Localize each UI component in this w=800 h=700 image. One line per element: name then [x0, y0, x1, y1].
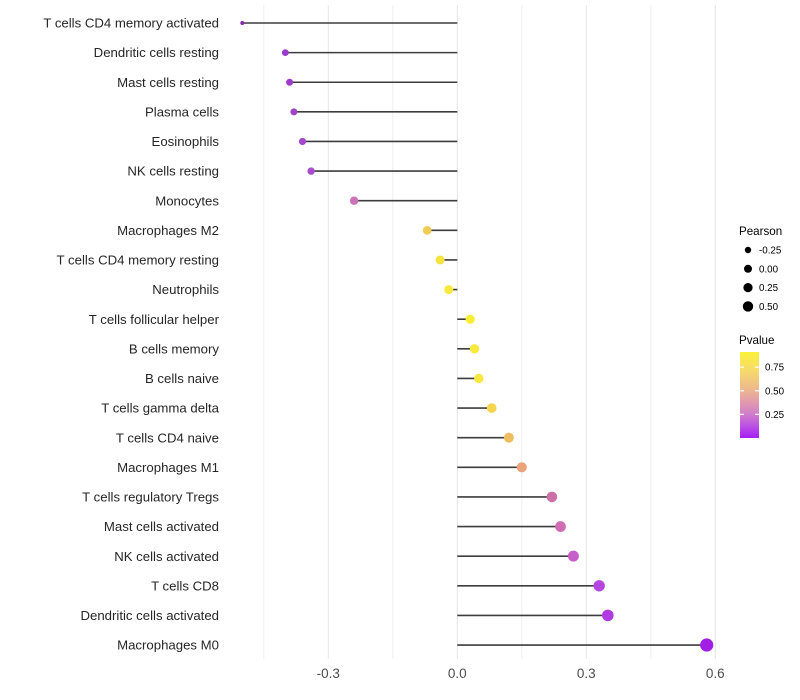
lollipop-row: Macrophages M1	[117, 460, 527, 475]
lollipop-row: Eosinophils	[152, 134, 458, 149]
data-point	[465, 314, 475, 324]
legend-size-label: 0.25	[759, 283, 779, 294]
legend-size-dot	[744, 264, 752, 273]
legend-pvalue-colorbar: Pvalue 0.75 0.50 0.25	[739, 334, 785, 438]
legend-size-dot	[744, 246, 752, 254]
lollipop-row: T cells regulatory Tregs	[82, 490, 558, 505]
lollipop-row: Mast cells resting	[117, 75, 458, 90]
data-point	[546, 491, 558, 503]
pvalue-colorbar	[740, 352, 759, 438]
y-axis-category-label: T cells CD8	[151, 578, 219, 593]
data-point	[555, 521, 566, 532]
data-point	[349, 196, 359, 205]
y-axis-category-label: Monocytes	[155, 193, 219, 208]
lollipop-row: Mast cells activated	[104, 519, 566, 534]
legend-colorbar-tick-label: 0.50	[765, 386, 785, 397]
y-axis-category-label: T cells regulatory Tregs	[82, 490, 219, 505]
y-axis-category-label: T cells follicular helper	[89, 312, 220, 327]
lollipop-row: T cells CD4 naive	[116, 430, 514, 445]
x-axis-tick-label: 0.3	[577, 666, 596, 681]
legend-colorbar-tick-label: 0.25	[765, 410, 785, 421]
data-point	[435, 255, 445, 265]
data-point	[281, 49, 289, 57]
y-axis-category-label: Plasma cells	[145, 104, 219, 119]
legend-size-dot	[743, 283, 753, 293]
data-point	[567, 550, 579, 562]
x-axis-tick-label: 0.0	[448, 666, 467, 681]
lollipop-row: T cells CD4 memory resting	[57, 253, 458, 268]
lollipop-row: NK cells activated	[114, 549, 579, 564]
y-axis-category-label: Dendritic cells activated	[80, 608, 219, 623]
lollipop-row: T cells CD4 memory activated	[43, 16, 458, 31]
y-axis-category-label: T cells CD4 naive	[116, 430, 219, 445]
data-point	[469, 344, 480, 354]
data-point	[700, 638, 714, 652]
y-axis-category-label: Eosinophils	[152, 134, 220, 149]
lollipop-row: B cells naive	[145, 371, 484, 386]
lollipop-row: Neutrophils	[152, 282, 458, 297]
data-point	[298, 137, 307, 146]
y-axis-category-label: NK cells resting	[127, 164, 219, 179]
y-axis-category-label: T cells CD4 memory resting	[57, 253, 219, 268]
lollipop-row: Dendritic cells activated	[80, 608, 614, 623]
data-point	[516, 462, 527, 473]
legend-colorbar-tick-label: 0.75	[765, 363, 785, 374]
y-axis-category-label: B cells memory	[129, 341, 220, 356]
legend-size-label: 0.00	[759, 264, 779, 275]
data-point	[240, 21, 245, 25]
y-axis-category-label: B cells naive	[145, 371, 219, 386]
legend-size-dot	[742, 301, 754, 312]
data-point	[422, 225, 432, 235]
data-point	[307, 167, 315, 175]
legend-pearson-size: Pearson -0.25 0.00 0.25 0.50	[739, 225, 782, 313]
y-axis-category-label: T cells gamma delta	[101, 401, 219, 416]
y-axis-category-label: Macrophages M1	[117, 460, 219, 475]
data-point	[486, 403, 497, 413]
legend-size-label: 0.50	[759, 302, 779, 313]
data-point	[593, 580, 605, 592]
lollipop-row: Macrophages M2	[117, 223, 458, 238]
data-point	[503, 432, 514, 443]
y-axis-category-label: Mast cells resting	[117, 75, 219, 90]
lollipop-row: B cells memory	[129, 341, 480, 356]
lollipop-row: Plasma cells	[145, 104, 458, 119]
legend-title-pvalue: Pvalue	[739, 334, 774, 347]
y-axis-category-label: Mast cells activated	[104, 519, 219, 534]
lollipop-row: T cells gamma delta	[101, 401, 497, 416]
y-axis-category-label: Dendritic cells resting	[94, 45, 219, 60]
lollipop-row: T cells follicular helper	[89, 312, 475, 327]
y-axis-category-label: Macrophages M2	[117, 223, 219, 238]
y-axis-category-label: Neutrophils	[152, 282, 219, 297]
data-point	[286, 78, 294, 86]
x-axis-tick-label: -0.3	[317, 666, 340, 681]
y-axis-category-label: Macrophages M0	[117, 638, 219, 653]
y-axis-category-label: NK cells activated	[114, 549, 219, 564]
x-axis-tick-label: 0.6	[706, 666, 725, 681]
lollipop-row: NK cells resting	[127, 164, 458, 179]
legend-size-label: -0.25	[759, 246, 782, 257]
lollipop-row: Monocytes	[155, 193, 458, 208]
data-point	[444, 285, 454, 295]
legend-title-pearson: Pearson	[739, 225, 782, 238]
lollipop-row: Dendritic cells resting	[94, 45, 458, 60]
data-point	[602, 609, 614, 622]
data-point	[474, 373, 484, 384]
lollipop-row: Macrophages M0	[117, 638, 714, 653]
data-point	[290, 108, 298, 116]
lollipop-row: T cells CD8	[151, 578, 605, 593]
y-axis-category-label: T cells CD4 memory activated	[43, 16, 219, 31]
